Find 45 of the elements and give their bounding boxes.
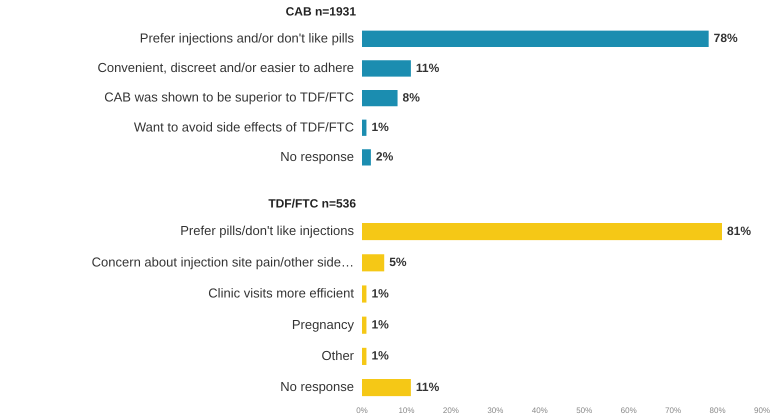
chart-title: TDF/FTC n=536: [268, 196, 356, 210]
x-tick-label: 70%: [665, 406, 682, 416]
data-label: 81%: [727, 224, 752, 238]
y-tick-label: Want to avoid side effects of TDF/FTC: [134, 119, 354, 134]
chart-title: CAB n=1931: [286, 4, 356, 18]
data-label: 5%: [389, 255, 407, 270]
y-tick-label: Concern about injection site pain/other side…: [92, 254, 354, 270]
y-tick-label: Convenient, discreet and/or easier to adhere: [97, 60, 354, 76]
y-tick-label: CAB was shown to be superior to TDF/FTC: [104, 90, 354, 105]
x-tick-label: 0%: [356, 406, 368, 416]
bar: [362, 379, 411, 396]
data-label: 8%: [402, 90, 420, 104]
data-label: 1%: [371, 286, 390, 300]
bar: [362, 316, 366, 334]
x-tick-label: 40%: [532, 406, 548, 416]
y-tick-label: Pregnancy: [292, 316, 354, 332]
bar: [362, 223, 722, 240]
data-label: 78%: [714, 31, 738, 46]
x-tick-label: 30%: [487, 406, 504, 416]
bar: [362, 285, 366, 303]
x-tick-label: 80%: [710, 406, 726, 416]
x-tick-label: 20%: [442, 406, 459, 416]
bar: [362, 120, 366, 136]
y-tick-label: No response: [280, 148, 354, 164]
y-tick-label: Clinic visits more efficient: [208, 286, 354, 301]
y-tick-label: Prefer pills/don't like injections: [180, 223, 354, 238]
data-label: 11%: [416, 380, 440, 394]
bar: [362, 30, 709, 47]
x-tick-label: 60%: [620, 406, 637, 416]
bar: [362, 149, 371, 166]
bar: [362, 348, 366, 365]
y-tick-label: Prefer injections and/or don't like pills: [140, 30, 354, 46]
bar: [362, 254, 384, 272]
data-label: 2%: [376, 150, 394, 164]
bar: [362, 60, 411, 77]
y-tick-label: Other: [321, 348, 355, 363]
data-label: 1%: [371, 348, 390, 363]
x-tick-label: 90%: [754, 406, 770, 416]
data-label: 1%: [371, 120, 390, 134]
bar: [362, 90, 398, 106]
data-label: 1%: [371, 318, 390, 332]
data-label: 11%: [416, 60, 440, 75]
x-tick-label: 50%: [576, 406, 592, 416]
y-tick-label: No response: [280, 379, 354, 394]
x-tick-label: 10%: [398, 406, 414, 416]
